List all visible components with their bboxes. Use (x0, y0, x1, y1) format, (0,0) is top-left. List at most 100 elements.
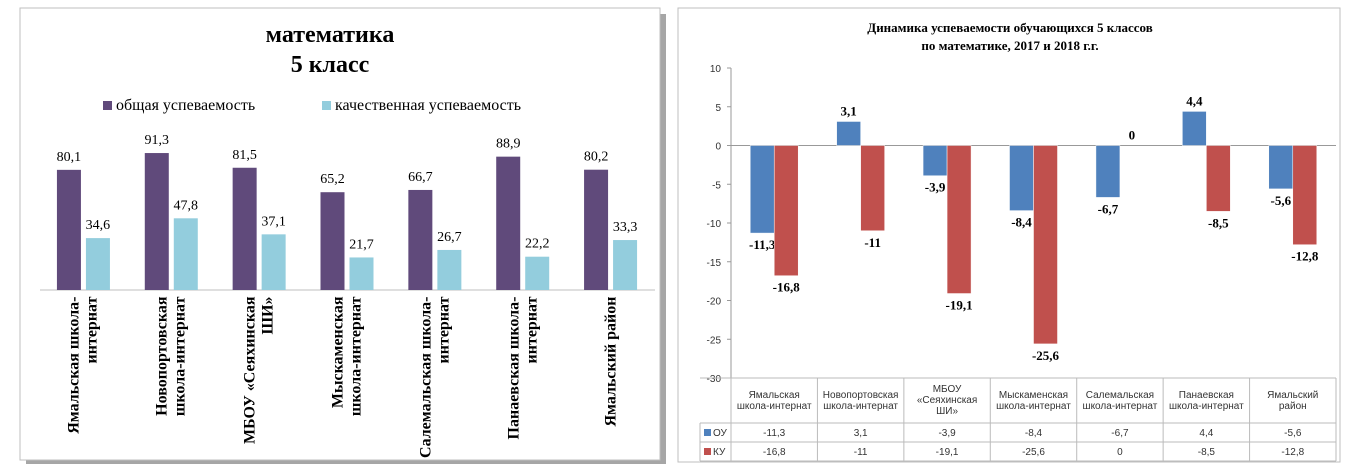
value-label: -11 (864, 235, 881, 250)
category-label: МБОУ «Сеяхинская ШИ» (242, 296, 277, 444)
table-header: Мыскаменская школа-интернат (996, 389, 1071, 412)
table-header: Панаевская школа-интернат (1168, 389, 1244, 412)
y-tick-label: 10 (710, 64, 722, 75)
table-value: -8,5 (1198, 447, 1216, 458)
value-label: 21,7 (349, 237, 374, 252)
table-header: Новопортовская школа-интернат (822, 389, 899, 412)
table-value: -6,7 (1111, 428, 1129, 439)
bar (584, 169, 609, 290)
value-label: 91,3 (145, 133, 170, 148)
chart-subtitle: 5 класс (291, 52, 370, 78)
value-label: -11,3 (749, 237, 776, 252)
value-label: 34,6 (86, 218, 111, 233)
table-header: Салемальская школа-интернат (1082, 389, 1158, 412)
table-value: -12,8 (1281, 447, 1304, 458)
table-value: -5,6 (1284, 428, 1302, 439)
value-label: -12,8 (1291, 249, 1319, 264)
legend-label: качественная успеваемость (335, 97, 521, 114)
bar (1095, 145, 1121, 198)
legend-swatch (103, 101, 112, 110)
value-label: 66,7 (408, 170, 433, 185)
bar (773, 145, 799, 276)
table-value: -25,6 (1022, 447, 1045, 458)
value-label: -16,8 (773, 280, 801, 295)
value-label: 33,3 (613, 220, 638, 235)
y-tick-label: -5 (712, 180, 721, 191)
table-value: -8,4 (1025, 428, 1043, 439)
y-tick-label: -20 (707, 297, 722, 308)
table-value: 3,1 (854, 428, 868, 439)
table-value: -11 (854, 447, 868, 458)
value-label: 26,7 (437, 230, 462, 245)
category-label: Ямальская школа-интернат (66, 296, 101, 434)
bar (144, 153, 169, 290)
table-header: Ямальский район (1267, 389, 1319, 412)
bar (261, 234, 286, 290)
table-value: 0 (1117, 447, 1123, 458)
value-label: 65,2 (320, 172, 345, 187)
bar (922, 145, 948, 176)
value-label: 37,1 (261, 214, 286, 229)
bar (749, 145, 775, 234)
legend-swatch (704, 448, 711, 455)
table-header: МБОУ «Сеяхинская ШИ» (916, 384, 978, 417)
y-tick-label: -10 (707, 219, 722, 230)
category-label: Панаевская школа-интернат (505, 296, 541, 439)
y-tick-label: 5 (715, 103, 721, 114)
table-header: Ямальская школа-интернат (736, 389, 812, 412)
y-tick-label: 0 (715, 142, 721, 153)
legend-label: ОУ (713, 428, 728, 439)
value-label: 80,2 (584, 150, 609, 165)
category-label: Новопортовская школа-интернат (154, 296, 189, 416)
value-label: -3,9 (925, 180, 946, 195)
bar (1292, 145, 1318, 245)
y-tick-label: -15 (707, 258, 722, 269)
bar (1206, 145, 1231, 212)
value-label: 3,1 (841, 103, 857, 118)
legend-swatch (704, 429, 711, 436)
bar (860, 145, 885, 231)
bar (1033, 145, 1058, 345)
table-value: -3,9 (938, 428, 956, 439)
category-label: Мыскаменская школа-интернат (329, 296, 365, 416)
table-value: -16,8 (763, 447, 786, 458)
value-label: 0 (1129, 128, 1136, 143)
value-label: 47,8 (174, 198, 199, 213)
table-value: -11,3 (763, 428, 785, 439)
bar (1009, 145, 1034, 211)
bar (613, 240, 638, 290)
bar (437, 249, 462, 290)
value-label: -5,6 (1270, 193, 1291, 208)
bar (836, 121, 861, 146)
value-label: 80,1 (57, 150, 82, 165)
value-label: -8,5 (1208, 215, 1229, 230)
value-label: -25,6 (1032, 348, 1060, 363)
value-label: 22,2 (525, 237, 550, 252)
value-label: -19,1 (946, 298, 973, 313)
value-label: 81,5 (232, 148, 257, 163)
bar (173, 218, 198, 290)
y-tick-label: -25 (707, 335, 722, 346)
bar (349, 257, 374, 290)
bar (408, 189, 433, 290)
value-label: -6,7 (1098, 201, 1119, 216)
value-label: -8,4 (1011, 215, 1032, 230)
legend-label: КУ (713, 447, 726, 458)
bar (1268, 145, 1294, 190)
value-label: 88,9 (496, 137, 521, 152)
bar (1182, 111, 1207, 146)
category-label: Ямальский район (602, 296, 620, 427)
chart-subtitle: по математике, 2017 и 2018 г.г. (921, 38, 1098, 53)
table-value: 4,4 (1199, 428, 1213, 439)
legend-swatch (322, 101, 331, 110)
bar (946, 145, 972, 294)
value-label: 4,4 (1186, 93, 1203, 108)
bar (232, 167, 257, 290)
chart-title: Динамика успеваемости обучающихся 5 клас… (867, 20, 1153, 35)
bar (525, 256, 550, 290)
y-tick-label: -30 (707, 374, 722, 385)
bar (496, 156, 521, 290)
bar (320, 192, 345, 290)
